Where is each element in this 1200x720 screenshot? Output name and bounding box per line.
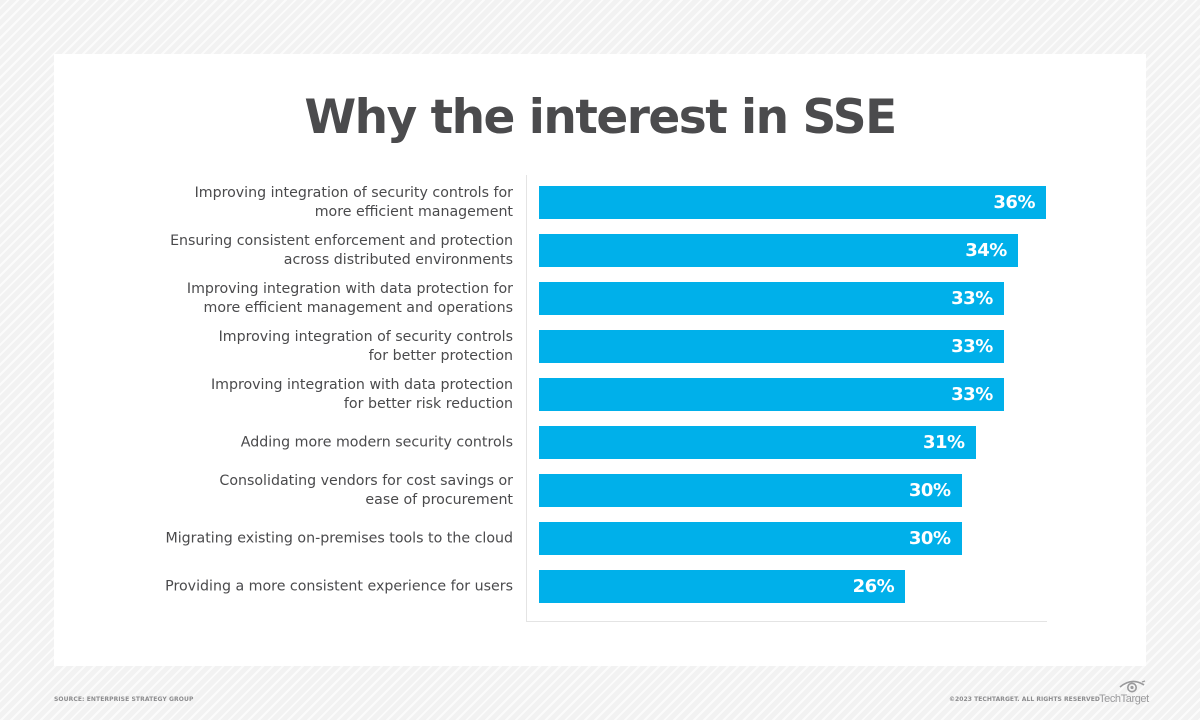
bar-label: Improving integration with data protecti… xyxy=(186,281,513,316)
bar-label: Improving integration with data protecti… xyxy=(210,377,513,412)
bar: 30% xyxy=(539,474,962,507)
copyright-note: ©2023 TECHTARGET. ALL RIGHTS RESERVED xyxy=(949,696,1100,703)
bar: 33% xyxy=(539,378,1004,411)
bar-value-label: 33% xyxy=(951,336,993,357)
bar-label: Consolidating vendors for cost savings o… xyxy=(219,473,513,508)
bar-row: Ensuring consistent enforcement and prot… xyxy=(0,233,1200,268)
bar-value-label: 34% xyxy=(965,240,1007,261)
bar-row: Adding more modern security controls 31% xyxy=(0,426,1200,460)
bar-row: Improving integration with data protecti… xyxy=(0,377,1200,412)
bar-value-label: 30% xyxy=(908,480,951,501)
bar-value-label: 33% xyxy=(951,288,993,309)
bar-label: Ensuring consistent enforcement and prot… xyxy=(170,233,513,268)
bar-row: Improving integration with data protecti… xyxy=(0,281,1200,316)
bar-value-label: 30% xyxy=(908,528,951,549)
bar: 36% xyxy=(539,186,1046,219)
source-note: SOURCE: ENTERPRISE STRATEGY GROUP xyxy=(54,696,194,703)
bar-row: Migrating existing on-premises tools to … xyxy=(0,522,1200,556)
bar-row: Consolidating vendors for cost savings o… xyxy=(0,473,1200,508)
logo-text: TechTarget xyxy=(1099,693,1149,705)
bar-row: Improving integration of security contro… xyxy=(0,185,1200,220)
y-axis-line xyxy=(526,175,527,622)
bar-label: Adding more modern security controls xyxy=(240,434,513,451)
techtarget-logo: TechTarget xyxy=(1097,679,1149,707)
bar-label: Providing a more consistent experience f… xyxy=(165,578,513,595)
bar: 33% xyxy=(539,282,1004,315)
bar-label: Improving integration of security contro… xyxy=(194,185,513,220)
bar-value-label: 36% xyxy=(993,192,1035,213)
bar-value-label: 31% xyxy=(922,432,965,453)
bar: 34% xyxy=(539,234,1018,267)
bar: 30% xyxy=(539,522,962,555)
eye-icon xyxy=(1119,680,1146,693)
chart-title: Why the interest in SSE xyxy=(304,90,897,145)
bar: 31% xyxy=(539,426,976,459)
bar-row: Providing a more consistent experience f… xyxy=(0,570,1200,604)
bar: 26% xyxy=(539,570,906,603)
bar-value-label: 26% xyxy=(852,576,895,597)
bar: 33% xyxy=(539,330,1004,363)
x-axis-line xyxy=(526,621,1047,622)
bar-label: Improving integration of security contro… xyxy=(218,329,513,364)
bar-value-label: 33% xyxy=(951,384,993,405)
bar-row: Improving integration of security contro… xyxy=(0,329,1200,364)
bar-label: Migrating existing on-premises tools to … xyxy=(165,530,513,547)
